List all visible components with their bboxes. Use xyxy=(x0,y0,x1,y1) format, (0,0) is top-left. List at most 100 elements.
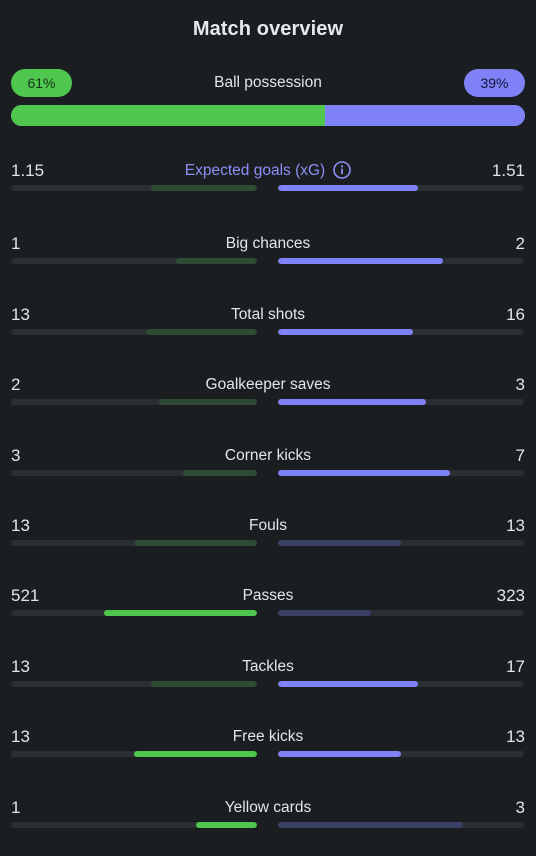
home-stat-value: 1 xyxy=(11,798,21,817)
stat-row: 13 Total shots 16 xyxy=(11,304,525,349)
home-possession-fill xyxy=(11,105,325,126)
home-stat-value: 13 xyxy=(11,657,30,676)
stat-row: 13 Tackles 17 xyxy=(11,656,525,701)
away-stat-value: 2 xyxy=(515,234,525,253)
away-stat-bar xyxy=(278,470,524,476)
info-icon[interactable] xyxy=(333,161,352,179)
home-stat-bar xyxy=(11,258,257,264)
home-stat-bar xyxy=(11,185,257,191)
away-stat-value: 17 xyxy=(506,657,525,676)
home-stat-value: 13 xyxy=(11,727,30,746)
away-stat-bar xyxy=(278,540,524,546)
away-stat-bar xyxy=(278,822,524,828)
home-possession-badge: 61% xyxy=(11,69,72,97)
away-stat-fill xyxy=(278,258,443,264)
stat-label: Corner kicks xyxy=(11,445,525,467)
away-stat-value: 16 xyxy=(506,305,525,324)
away-stat-value: 13 xyxy=(506,727,525,746)
away-stat-fill xyxy=(278,822,463,828)
stat-row: 3 Corner kicks 7 xyxy=(11,445,525,490)
home-stat-bar xyxy=(11,470,257,476)
stat-label: Tackles xyxy=(11,656,525,678)
stat-label: Yellow cards xyxy=(11,797,525,819)
stat-row: 1 Big chances 2 xyxy=(11,233,525,278)
stat-label-text: Passes xyxy=(242,587,294,604)
home-stat-fill xyxy=(134,540,257,546)
home-stat-fill xyxy=(175,258,257,264)
stat-label: Passes xyxy=(11,585,525,607)
stat-label-text: Total shots xyxy=(230,306,306,323)
home-stat-fill xyxy=(134,751,257,757)
away-stat-bar xyxy=(278,751,524,757)
stat-row: 1.15 Expected goals (xG) 1.51 xyxy=(11,160,525,205)
home-stat-bar xyxy=(11,681,257,687)
home-stat-fill xyxy=(146,329,257,335)
away-possession-fill xyxy=(324,105,525,126)
home-stat-bar xyxy=(11,610,257,616)
away-stat-value: 13 xyxy=(506,516,525,535)
home-stat-value: 13 xyxy=(11,516,30,535)
home-stat-fill xyxy=(158,399,257,405)
away-stat-fill xyxy=(278,470,451,476)
stat-label-text: Expected goals (xG) xyxy=(184,162,326,179)
away-stat-fill xyxy=(278,540,401,546)
home-stat-value: 3 xyxy=(11,446,21,465)
away-stat-value: 3 xyxy=(515,375,525,394)
stat-label: Free kicks xyxy=(11,726,525,748)
stat-label-text: Fouls xyxy=(249,517,287,534)
home-stat-fill xyxy=(151,185,257,191)
stat-label-text: Goalkeeper saves xyxy=(205,376,331,393)
stat-label-text: Corner kicks xyxy=(224,447,312,464)
home-stat-fill xyxy=(151,681,257,687)
stat-label: Goalkeeper saves xyxy=(11,374,525,396)
away-stat-fill xyxy=(278,751,401,757)
away-stat-value: 7 xyxy=(515,446,525,465)
away-stat-value: 3 xyxy=(515,798,525,817)
stat-row: 521 Passes 323 xyxy=(11,585,525,630)
away-stat-bar xyxy=(278,399,524,405)
home-stat-value: 1.15 xyxy=(11,161,45,180)
away-stat-bar xyxy=(278,610,524,616)
stat-row: 1 Yellow cards 3 xyxy=(11,797,525,842)
stat-label-text: Big chances xyxy=(225,235,311,252)
home-stat-value: 2 xyxy=(11,375,21,394)
home-stat-bar xyxy=(11,540,257,546)
home-stat-bar xyxy=(11,751,257,757)
stat-label[interactable]: Expected goals (xG) xyxy=(11,160,525,182)
home-stat-value: 13 xyxy=(11,305,30,324)
home-stat-fill xyxy=(104,610,257,616)
away-stat-fill xyxy=(278,185,419,191)
away-stat-fill xyxy=(278,399,426,405)
away-stat-value: 323 xyxy=(496,586,525,605)
panel-title: Match overview xyxy=(192,18,344,40)
stat-label: Big chances xyxy=(11,233,525,255)
home-stat-value: 521 xyxy=(11,586,40,605)
home-stat-bar xyxy=(11,822,257,828)
possession-label: Ball possession xyxy=(214,74,322,91)
stat-label: Fouls xyxy=(11,515,525,537)
away-stat-fill xyxy=(278,681,419,687)
away-possession-badge: 39% xyxy=(464,69,525,97)
stat-row: 13 Fouls 13 xyxy=(11,515,525,560)
away-stat-bar xyxy=(278,329,524,335)
home-stat-value: 1 xyxy=(11,234,21,253)
stat-label-text: Tackles xyxy=(242,658,294,675)
home-stat-fill xyxy=(183,470,257,476)
stat-label: Total shots xyxy=(11,304,525,326)
stat-row: 2 Goalkeeper saves 3 xyxy=(11,374,525,419)
possession-bar xyxy=(11,105,525,126)
away-stat-fill xyxy=(278,610,372,616)
stat-label-text: Yellow cards xyxy=(224,799,312,816)
away-stat-fill xyxy=(278,329,414,335)
stat-label-text: Free kicks xyxy=(232,728,304,745)
away-stat-bar xyxy=(278,681,524,687)
home-stat-fill xyxy=(195,822,257,828)
home-stat-bar xyxy=(11,329,257,335)
possession-row: Ball possession 61% 39% xyxy=(11,69,525,97)
home-stat-bar xyxy=(11,399,257,405)
away-stat-value: 1.51 xyxy=(491,161,525,180)
stat-row: 13 Free kicks 13 xyxy=(11,726,525,771)
away-stat-bar xyxy=(278,185,524,191)
away-stat-bar xyxy=(278,258,524,264)
